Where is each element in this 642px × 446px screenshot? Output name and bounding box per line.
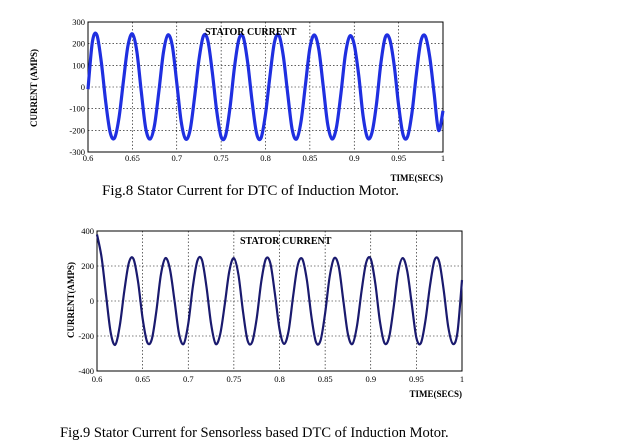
y-tick-label: -100 xyxy=(69,104,85,114)
x-tick-label: 0.7 xyxy=(183,374,194,384)
chart-fig8: 300 200 100 0 -100 -200 -300 0.6 0.65 0.7 0.75 0.8… xyxy=(29,17,445,183)
y-tick-label: 300 xyxy=(72,17,85,27)
x-tick-label: 0.65 xyxy=(125,153,140,163)
x-tick-labels: 0.6 0.65 0.7 0.75 0.8 0.85 0.9 0.95 1 xyxy=(83,153,445,163)
x-tick-label: 1 xyxy=(460,374,464,384)
x-tick-label: 0.8 xyxy=(274,374,285,384)
y-axis-label: CURRENT (AMPS) xyxy=(29,49,39,127)
x-tick-label: 0.7 xyxy=(171,153,182,163)
y-tick-label: 100 xyxy=(72,60,85,70)
y-tick-label: 200 xyxy=(72,39,85,49)
x-tick-labels: 0.6 0.65 0.7 0.75 0.8 0.85 0.9 0.95 1 xyxy=(92,374,464,384)
y-tick-labels: 300 200 100 0 -100 -200 -300 xyxy=(69,17,85,157)
series-path xyxy=(95,234,464,346)
y-tick-label: -200 xyxy=(69,125,85,135)
series-path xyxy=(86,31,445,142)
x-tick-label: 0.85 xyxy=(318,374,333,384)
x-tick-label: 0.75 xyxy=(226,374,241,384)
x-tick-label: 0.75 xyxy=(214,153,229,163)
y-tick-label: -200 xyxy=(78,331,94,341)
x-tick-label: 0.8 xyxy=(260,153,271,163)
x-tick-label: 1 xyxy=(441,153,445,163)
figure-caption-9: Fig.9 Stator Current for Sensorless base… xyxy=(60,425,449,441)
x-tick-label: 0.6 xyxy=(83,153,94,163)
figure-caption-8: Fig.8 Stator Current for DTC of Inductio… xyxy=(102,183,400,199)
x-tick-label: 0.9 xyxy=(349,153,360,163)
x-tick-label: 0.85 xyxy=(302,153,317,163)
y-tick-label: -300 xyxy=(69,147,85,157)
chart-title: STATOR CURRENT xyxy=(205,27,297,38)
series-line xyxy=(95,234,464,346)
chart-fig9: 400 200 0 -200 -400 0.6 0.65 0.7 0.75 0.8 0.85 0.9… xyxy=(66,226,464,399)
y-tick-label: 400 xyxy=(81,226,94,236)
y-tick-label: -400 xyxy=(78,366,94,376)
y-tick-label: 0 xyxy=(90,296,94,306)
x-tick-label: 0.6 xyxy=(92,374,103,384)
x-tick-label: 0.9 xyxy=(365,374,376,384)
series-line xyxy=(86,31,445,142)
y-axis-label: CURRENT(AMPS) xyxy=(66,262,76,338)
y-tick-label: 0 xyxy=(81,82,85,92)
chart-title: STATOR CURRENT xyxy=(240,236,332,247)
x-axis-label: TIME(SECS) xyxy=(409,389,462,399)
x-tick-label: 0.95 xyxy=(409,374,424,384)
x-tick-label: 0.95 xyxy=(391,153,406,163)
y-tick-labels: 400 200 0 -200 -400 xyxy=(78,226,94,376)
y-tick-label: 200 xyxy=(81,261,94,271)
x-axis-label: TIME(SECS) xyxy=(390,173,443,183)
x-tick-label: 0.65 xyxy=(135,374,150,384)
